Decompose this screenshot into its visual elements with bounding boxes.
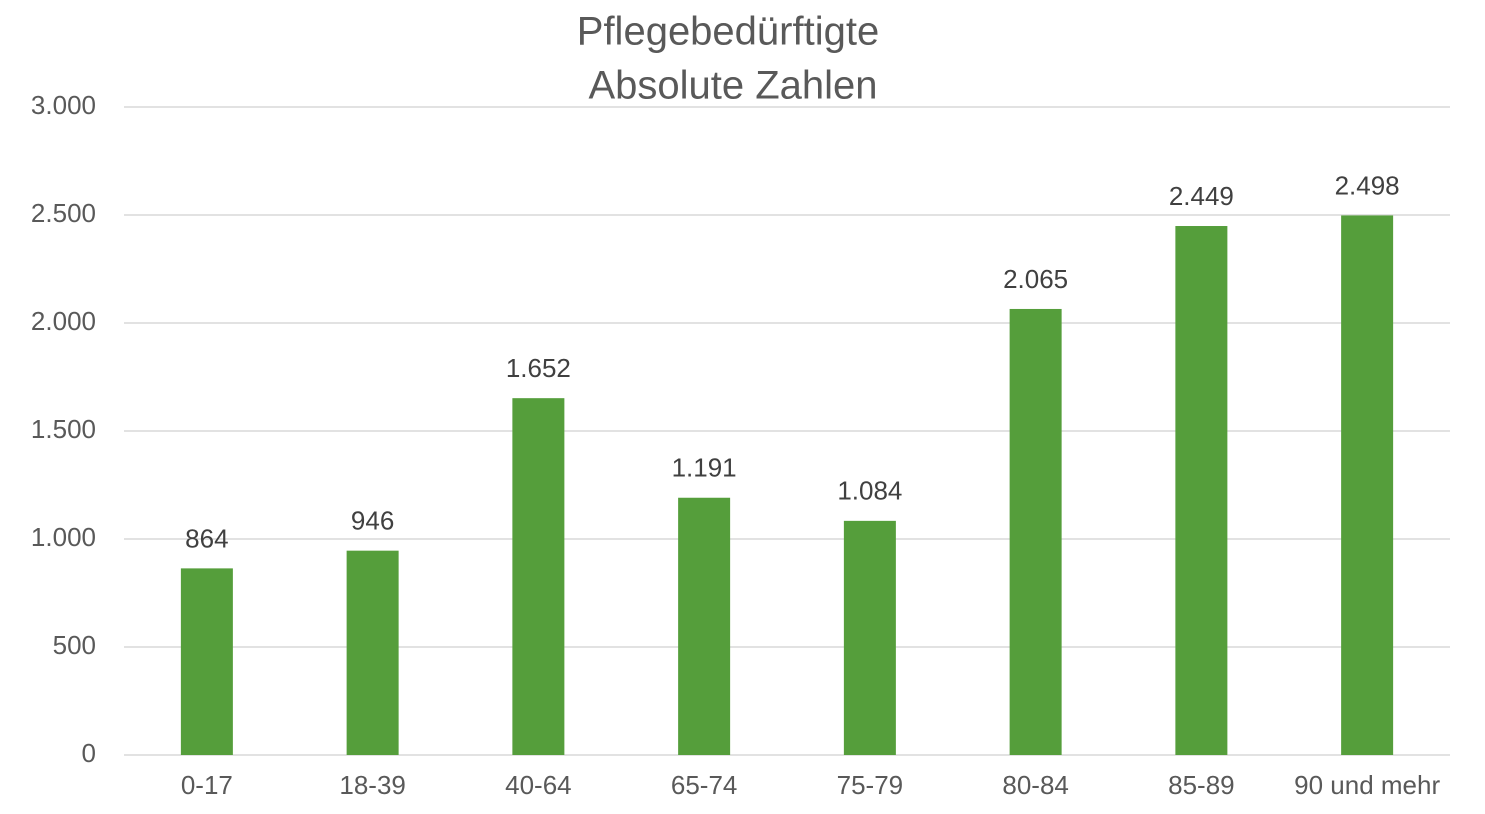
bar <box>1009 308 1062 755</box>
data-label: 2.498 <box>1335 170 1400 200</box>
chart-title: Pflegebedürftigte <box>577 10 879 54</box>
bar <box>843 520 896 755</box>
data-label: 2.449 <box>1169 181 1234 211</box>
data-label: 2.065 <box>1003 264 1068 294</box>
chart-subtitle: Absolute Zahlen <box>588 64 877 108</box>
data-label: 946 <box>351 506 394 536</box>
y-tick-label: 0 <box>82 738 96 768</box>
bar <box>512 398 565 755</box>
y-tick-label: 2.500 <box>31 198 96 228</box>
y-tick-label: 1.000 <box>31 522 96 552</box>
y-tick-label: 1.500 <box>31 414 96 444</box>
bar <box>346 550 399 755</box>
data-label: 1.652 <box>506 353 571 383</box>
bar <box>1341 215 1394 755</box>
x-tick-label: 80-84 <box>1002 770 1069 800</box>
x-tick-label: 65-74 <box>671 770 738 800</box>
y-tick-label: 2.000 <box>31 306 96 336</box>
x-tick-label: 85-89 <box>1168 770 1235 800</box>
data-label: 864 <box>185 523 228 553</box>
x-tick-label: 18-39 <box>339 770 406 800</box>
data-label: 1.084 <box>837 476 902 506</box>
y-tick-label: 3.000 <box>31 90 96 120</box>
bar <box>180 568 233 755</box>
bar <box>678 497 731 755</box>
x-tick-label: 40-64 <box>505 770 572 800</box>
y-tick-label: 500 <box>53 630 96 660</box>
bar <box>1175 226 1228 756</box>
x-tick-label: 0-17 <box>181 770 233 800</box>
data-label: 1.191 <box>672 453 737 483</box>
x-tick-label: 90 und mehr <box>1294 770 1440 800</box>
x-tick-label: 75-79 <box>837 770 904 800</box>
